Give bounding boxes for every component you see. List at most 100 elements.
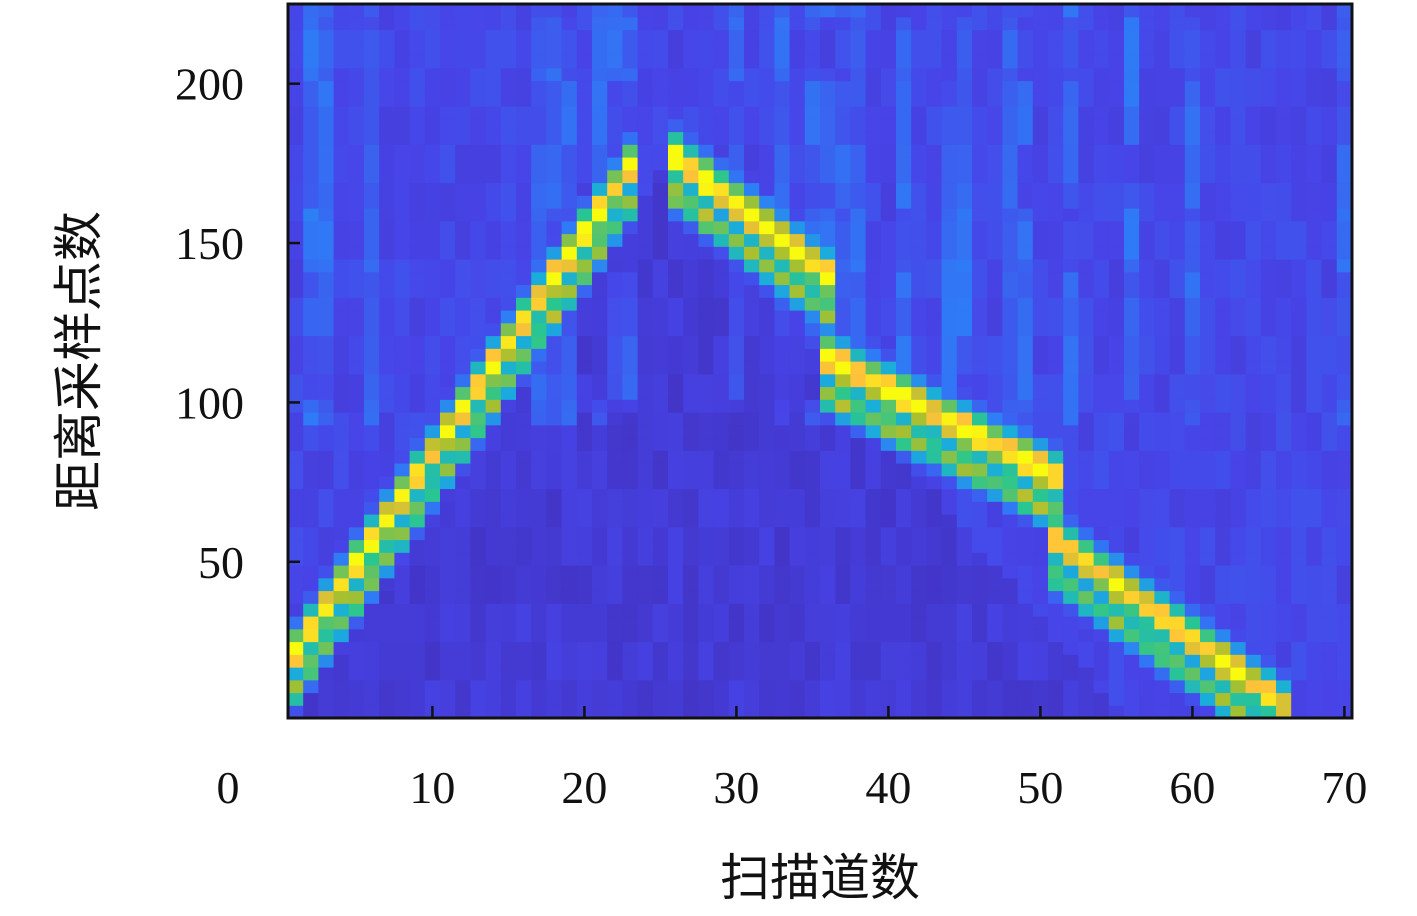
heatmap-cell [622, 641, 639, 655]
heatmap-cell [820, 386, 836, 400]
heatmap-cell [1124, 628, 1140, 643]
heatmap-cell [1124, 667, 1140, 681]
heatmap-cell [1321, 514, 1338, 528]
heatmap-cell [1017, 208, 1034, 222]
heatmap-cell [880, 259, 897, 273]
heatmap-cell [896, 475, 912, 490]
heatmap-cell [637, 450, 654, 464]
heatmap-cell [698, 539, 715, 553]
heatmap-cell [607, 67, 623, 82]
heatmap-cell [896, 450, 912, 464]
heatmap-cell [683, 29, 699, 43]
heatmap-cell [668, 475, 684, 490]
heatmap-cell [379, 386, 395, 400]
heatmap-cell [683, 565, 699, 579]
heatmap-cell [348, 386, 365, 400]
heatmap-cell [728, 271, 745, 286]
heatmap-cell [789, 705, 806, 718]
heatmap-cell [1215, 603, 1231, 617]
heatmap-cell [379, 271, 395, 286]
heatmap-cell [804, 42, 821, 56]
heatmap-cell [668, 705, 684, 718]
heatmap-cell [440, 590, 456, 604]
heatmap-cell [987, 552, 1003, 566]
heatmap-cell [364, 93, 380, 107]
heatmap-cell [348, 348, 365, 362]
heatmap-cell [1002, 667, 1019, 681]
heatmap-cell [576, 412, 593, 426]
heatmap-cell [683, 106, 699, 120]
heatmap-cell [500, 514, 517, 528]
heatmap-cell [455, 157, 471, 171]
heatmap-cell [531, 233, 547, 247]
heatmap-cell [1336, 348, 1352, 362]
heatmap-cell [637, 488, 654, 502]
heatmap-cell [850, 616, 867, 630]
heatmap-cell [744, 106, 760, 120]
heatmap-cell [1184, 539, 1201, 553]
heatmap-cell [865, 577, 882, 592]
heatmap-cell [1200, 322, 1216, 337]
heatmap-cell [1017, 42, 1034, 56]
heatmap-cell [850, 386, 867, 400]
heatmap-cell [1108, 577, 1125, 592]
heatmap-cell [956, 603, 973, 617]
heatmap-cell [394, 233, 411, 247]
heatmap-cell [288, 616, 304, 630]
heatmap-cell [455, 514, 471, 528]
heatmap-cell [622, 603, 639, 617]
heatmap-cell [652, 654, 669, 668]
heatmap-cell [820, 4, 836, 18]
heatmap-cell [576, 361, 593, 375]
heatmap-cell [1139, 42, 1155, 56]
heatmap-cell [1276, 29, 1292, 43]
heatmap-cell [409, 80, 426, 94]
heatmap-cell [1184, 373, 1201, 388]
heatmap-cell [424, 80, 441, 94]
heatmap-cell [1139, 208, 1155, 222]
heatmap-cell [424, 233, 441, 247]
heatmap-cell [592, 641, 608, 655]
heatmap-cell [728, 157, 745, 171]
heatmap-cell [698, 4, 715, 18]
heatmap-cell [1002, 628, 1019, 643]
heatmap-cell [424, 246, 441, 260]
heatmap-cell [379, 106, 395, 120]
heatmap-cell [1108, 297, 1125, 311]
heatmap-cell [364, 297, 380, 311]
heatmap-cell [1078, 208, 1095, 222]
heatmap-cell [470, 412, 487, 426]
heatmap-cell [546, 577, 563, 592]
heatmap-cell [1321, 501, 1338, 515]
heatmap-cell [1245, 4, 1262, 18]
heatmap-cell [1260, 106, 1277, 120]
heatmap-cell [1336, 182, 1352, 196]
heatmap-cell [303, 424, 319, 439]
heatmap-cell [728, 246, 745, 260]
heatmap-cell [880, 526, 897, 541]
heatmap-cell [865, 131, 882, 145]
heatmap-cell [561, 67, 578, 82]
heatmap-cell [424, 361, 441, 375]
heatmap-cell [1230, 310, 1247, 324]
heatmap-cell [1306, 603, 1323, 617]
heatmap-cell [1291, 552, 1307, 566]
heatmap-cell [500, 16, 517, 31]
heatmap-cell [1078, 80, 1095, 94]
heatmap-cell [652, 386, 669, 400]
heatmap-cell [668, 437, 684, 451]
heatmap-cell [1291, 437, 1307, 451]
heatmap-cell [1002, 144, 1019, 158]
heatmap-cell [303, 195, 319, 209]
heatmap-cell [804, 373, 821, 388]
heatmap-cell [896, 654, 912, 668]
heatmap-cell [424, 475, 441, 490]
heatmap-cell [364, 424, 380, 439]
heatmap-cell [303, 654, 319, 668]
heatmap-cell [652, 195, 669, 209]
heatmap-cell [1200, 4, 1216, 18]
heatmap-cell [592, 93, 608, 107]
heatmap-cell [1139, 118, 1155, 133]
heatmap-cell [1321, 157, 1338, 171]
heatmap-cell [561, 424, 578, 439]
